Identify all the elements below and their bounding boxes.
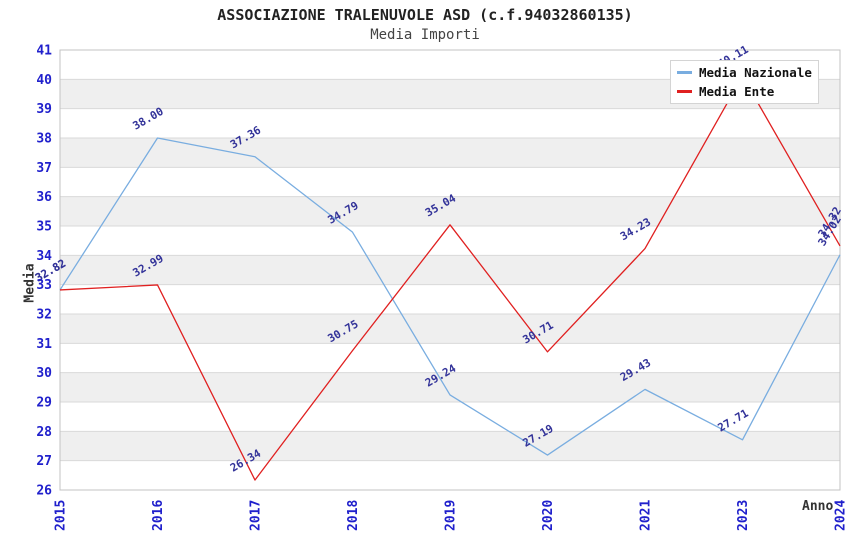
y-tick-label: 40 <box>36 73 52 88</box>
x-tick-label: 2016 <box>151 500 166 531</box>
legend-line-swatch-red <box>677 90 692 93</box>
x-tick-label: 2021 <box>639 500 654 531</box>
grid-band <box>60 372 840 402</box>
x-tick-label: 2020 <box>541 500 556 531</box>
y-tick-label: 41 <box>36 44 52 59</box>
grid-band <box>60 314 840 344</box>
y-tick-label: 30 <box>36 366 52 381</box>
grid-band <box>60 138 840 168</box>
grid-band <box>60 284 840 314</box>
legend-item-media-ente: Media Ente <box>677 84 812 99</box>
y-tick-label: 32 <box>36 308 52 323</box>
y-tick-label: 31 <box>36 337 52 352</box>
y-tick-label: 37 <box>36 161 52 176</box>
grid-band <box>60 460 840 490</box>
y-tick-label: 29 <box>36 396 52 411</box>
series-line-media-ente <box>59 75 841 481</box>
grid-band <box>60 167 840 197</box>
x-tick-label: 2017 <box>249 500 264 531</box>
y-tick-label: 38 <box>36 132 52 147</box>
y-tick-label: 39 <box>36 102 52 117</box>
chart-title: ASSOCIAZIONE TRALENUVOLE ASD (c.f.940328… <box>217 6 633 24</box>
y-tick-label: 34 <box>36 249 52 264</box>
legend: Media Nazionale Media Ente <box>670 60 819 104</box>
x-tick-label: 2024 <box>834 500 849 531</box>
y-tick-label: 26 <box>36 484 52 499</box>
x-tick-label: 2019 <box>444 500 459 531</box>
grid-band <box>60 196 840 226</box>
chart-subtitle: Media Importi <box>370 27 480 43</box>
x-axis-title: Anno <box>802 499 834 514</box>
grid-band <box>60 431 840 461</box>
y-tick-label: 33 <box>36 278 52 293</box>
grid-band <box>60 402 840 432</box>
y-tick-label: 28 <box>36 425 52 440</box>
y-tick-label: 27 <box>36 454 52 469</box>
y-tick-label: 36 <box>36 190 52 205</box>
legend-item-media-nazionale: Media Nazionale <box>677 65 812 80</box>
x-tick-label: 2023 <box>736 500 751 531</box>
grid-band <box>60 226 840 256</box>
plot-border <box>59 49 841 491</box>
y-tick-label: 35 <box>36 220 52 235</box>
x-tick-label: 2015 <box>54 500 69 531</box>
series-line-media-nazionale <box>59 137 841 456</box>
legend-label-media-ente: Media Ente <box>699 84 775 99</box>
legend-label-media-nazionale: Media Nazionale <box>699 65 812 80</box>
legend-line-swatch-blue <box>677 71 692 74</box>
grid-band <box>60 255 840 285</box>
x-tick-label: 2018 <box>346 500 361 531</box>
grid-band <box>60 343 840 373</box>
grid-band <box>60 108 840 138</box>
